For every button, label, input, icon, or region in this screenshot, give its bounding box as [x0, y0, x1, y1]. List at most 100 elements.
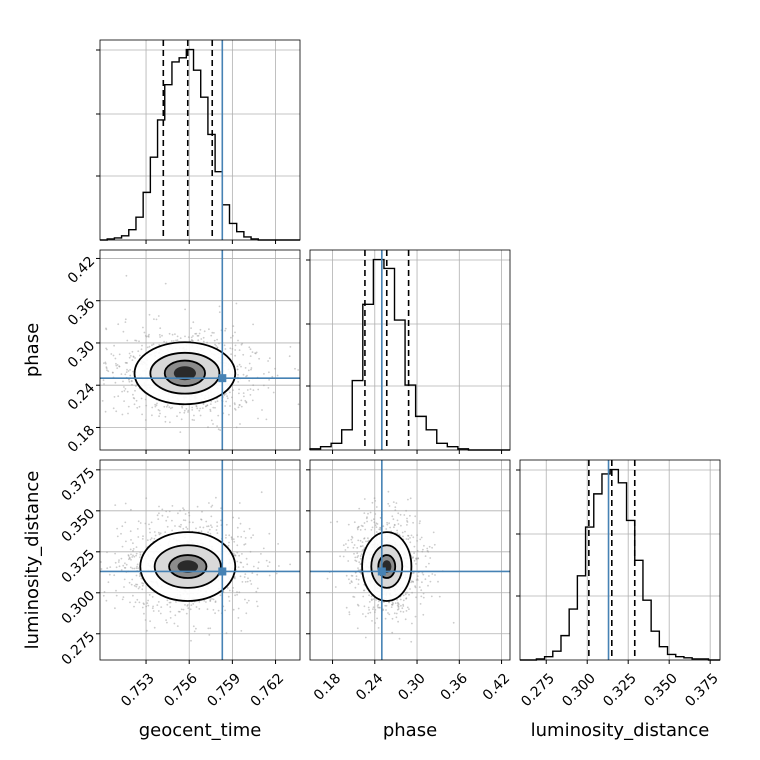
- sample-point: [231, 348, 234, 350]
- sample-point: [390, 606, 393, 608]
- sample-point: [130, 539, 132, 541]
- sample-point: [231, 538, 233, 541]
- sample-point: [158, 344, 161, 346]
- sample-point: [215, 345, 218, 347]
- sample-point: [393, 612, 396, 615]
- sample-point: [236, 368, 239, 371]
- sample-point: [158, 505, 160, 508]
- sample-point: [210, 334, 213, 337]
- panel-frame: [99, 39, 301, 241]
- sample-point: [116, 367, 119, 369]
- sample-point: [224, 348, 227, 350]
- sample-point: [183, 409, 186, 412]
- sample-point: [168, 510, 171, 513]
- sample-point: [135, 399, 138, 402]
- sample-point: [345, 543, 347, 545]
- sample-point: [185, 408, 188, 410]
- sample-point: [224, 329, 226, 332]
- sample-point: [347, 523, 350, 526]
- sample-point: [124, 567, 127, 569]
- sample-point: [366, 540, 369, 543]
- sample-point: [326, 577, 329, 580]
- sample-point: [348, 611, 351, 613]
- sample-point: [149, 620, 151, 623]
- sample-point: [362, 613, 364, 615]
- sample-point: [184, 335, 186, 338]
- sample-point: [356, 556, 359, 559]
- sample-point: [225, 393, 227, 395]
- sample-point: [267, 360, 269, 362]
- sample-point: [206, 525, 208, 528]
- sample-point: [408, 608, 410, 610]
- sample-point: [146, 602, 149, 604]
- sample-point: [407, 534, 409, 537]
- sample-point: [247, 369, 250, 372]
- sample-point: [130, 508, 132, 511]
- sample-point: [176, 335, 179, 338]
- sample-point: [168, 406, 171, 408]
- sample-point: [182, 519, 185, 521]
- density-fill-core: [177, 560, 199, 573]
- sample-point: [134, 357, 136, 359]
- sample-point: [143, 612, 145, 615]
- sample-point: [243, 543, 246, 546]
- sample-point: [138, 575, 141, 578]
- sample-point: [166, 603, 169, 606]
- sample-point: [124, 521, 127, 524]
- sample-point: [260, 553, 262, 555]
- sample-point: [357, 578, 360, 581]
- sample-point: [426, 547, 429, 550]
- sample-point: [183, 508, 185, 511]
- y-tick-label: 0.275: [59, 629, 99, 669]
- sample-point: [245, 612, 248, 615]
- sample-point: [249, 388, 252, 390]
- sample-point: [182, 527, 185, 530]
- sample-point: [359, 569, 361, 571]
- sample-point: [159, 327, 162, 330]
- sample-point: [188, 514, 191, 517]
- sample-point: [399, 598, 402, 601]
- sample-point: [238, 349, 241, 351]
- sample-point: [418, 522, 421, 525]
- sample-point: [407, 538, 410, 541]
- sample-point: [246, 563, 249, 566]
- sample-point: [268, 379, 270, 381]
- sample-point: [431, 546, 433, 549]
- sample-point: [155, 404, 158, 407]
- histogram-panel-geocent_time: [96, 39, 301, 244]
- sample-point: [180, 523, 182, 526]
- sample-point: [153, 626, 156, 629]
- sample-point: [202, 336, 205, 339]
- sample-point: [428, 562, 430, 565]
- sample-point: [125, 371, 128, 373]
- sample-point: [236, 551, 239, 554]
- sample-point: [414, 515, 417, 518]
- sample-point: [240, 365, 242, 368]
- sample-point: [367, 537, 369, 540]
- sample-point: [410, 640, 413, 643]
- sample-point: [387, 490, 390, 493]
- sample-point: [274, 367, 276, 370]
- sample-point: [223, 344, 226, 347]
- sample-point: [257, 561, 260, 564]
- sample-point: [419, 520, 421, 522]
- sample-point: [255, 351, 258, 354]
- sample-point: [388, 613, 391, 616]
- sample-point: [169, 610, 172, 613]
- sample-point: [216, 400, 219, 403]
- y-tick-label: 0.30: [65, 338, 98, 371]
- sample-point: [357, 583, 360, 585]
- sample-point: [265, 418, 268, 421]
- sample-point: [118, 559, 120, 561]
- sample-point: [228, 541, 230, 544]
- sample-point: [357, 569, 360, 572]
- sample-point: [137, 350, 140, 353]
- sample-point: [256, 605, 259, 608]
- sample-point: [145, 605, 148, 608]
- sample-point: [206, 608, 209, 611]
- density-panel-luminosity_distance_vs_geocent_time: [96, 459, 301, 664]
- sample-point: [144, 335, 147, 337]
- sample-point: [149, 538, 152, 541]
- sample-point: [209, 627, 212, 630]
- sample-point: [351, 541, 353, 544]
